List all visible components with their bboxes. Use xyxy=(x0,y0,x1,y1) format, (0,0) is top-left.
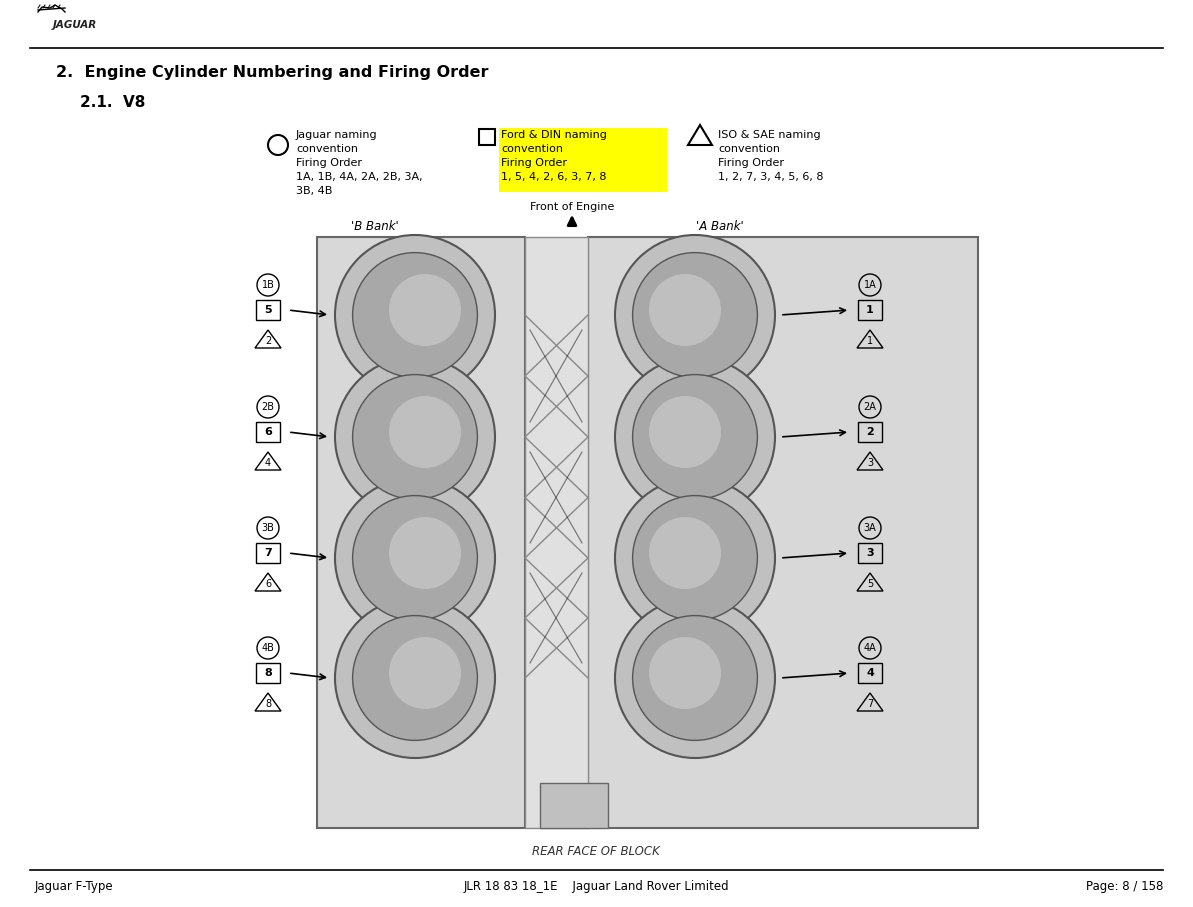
Circle shape xyxy=(632,616,758,740)
Text: 2: 2 xyxy=(265,336,271,346)
Bar xyxy=(858,422,882,442)
Bar xyxy=(525,237,588,828)
Text: 2B: 2B xyxy=(261,402,274,412)
Text: 4A: 4A xyxy=(864,643,877,653)
Bar xyxy=(317,237,525,828)
Text: JAGUAR: JAGUAR xyxy=(52,20,97,30)
Circle shape xyxy=(335,357,495,517)
Text: JLR 18 83 18_1E    Jaguar Land Rover Limited: JLR 18 83 18_1E Jaguar Land Rover Limite… xyxy=(463,880,729,893)
Text: 8: 8 xyxy=(265,699,271,709)
Circle shape xyxy=(335,478,495,638)
Text: 2A: 2A xyxy=(864,402,877,412)
Circle shape xyxy=(389,517,460,589)
Circle shape xyxy=(389,637,460,709)
Circle shape xyxy=(389,274,460,346)
Text: 1: 1 xyxy=(866,305,874,315)
Text: 6: 6 xyxy=(265,579,271,589)
Bar xyxy=(588,237,978,828)
Circle shape xyxy=(632,375,758,500)
Bar xyxy=(858,543,882,563)
Text: Front of Engine: Front of Engine xyxy=(530,202,614,212)
Text: 8: 8 xyxy=(264,668,272,678)
Text: 3A: 3A xyxy=(864,523,877,533)
Text: REAR FACE OF BLOCK: REAR FACE OF BLOCK xyxy=(532,845,660,858)
Bar xyxy=(256,300,280,320)
Circle shape xyxy=(649,517,721,589)
Bar xyxy=(858,663,882,683)
Bar xyxy=(256,663,280,683)
Circle shape xyxy=(616,235,775,395)
Circle shape xyxy=(389,396,460,468)
Text: 1: 1 xyxy=(867,336,873,346)
Text: 4B: 4B xyxy=(261,643,274,653)
Text: 'A Bank': 'A Bank' xyxy=(697,220,744,233)
Text: Jaguar naming
convention
Firing Order
1A, 1B, 4A, 2A, 2B, 3A,
3B, 4B: Jaguar naming convention Firing Order 1A… xyxy=(296,130,422,196)
Circle shape xyxy=(649,637,721,709)
Circle shape xyxy=(335,598,495,758)
Text: 3: 3 xyxy=(866,548,873,558)
Circle shape xyxy=(353,253,477,377)
Bar xyxy=(540,783,608,828)
Circle shape xyxy=(616,357,775,517)
Text: 6: 6 xyxy=(264,427,272,437)
Circle shape xyxy=(335,235,495,395)
FancyArrowPatch shape xyxy=(568,218,576,226)
Text: 4: 4 xyxy=(866,668,874,678)
Text: ISO & SAE naming
convention
Firing Order
1, 2, 7, 3, 4, 5, 6, 8: ISO & SAE naming convention Firing Order… xyxy=(718,130,823,182)
Circle shape xyxy=(616,598,775,758)
Bar xyxy=(256,543,280,563)
Text: 2.  Engine Cylinder Numbering and Firing Order: 2. Engine Cylinder Numbering and Firing … xyxy=(56,65,488,80)
Circle shape xyxy=(649,396,721,468)
Circle shape xyxy=(632,253,758,377)
Text: Page: 8 / 158: Page: 8 / 158 xyxy=(1086,880,1163,893)
Bar xyxy=(480,129,495,145)
Bar xyxy=(499,128,667,192)
Text: Ford & DIN naming
convention
Firing Order
1, 5, 4, 2, 6, 3, 7, 8: Ford & DIN naming convention Firing Orde… xyxy=(501,130,607,182)
Circle shape xyxy=(353,495,477,620)
Bar xyxy=(858,300,882,320)
Circle shape xyxy=(616,478,775,638)
Text: Jaguar F-Type: Jaguar F-Type xyxy=(35,880,113,893)
Text: 7: 7 xyxy=(867,699,873,709)
Text: 3: 3 xyxy=(867,458,873,468)
Text: 1A: 1A xyxy=(864,280,877,290)
Text: 3B: 3B xyxy=(261,523,274,533)
Bar xyxy=(256,422,280,442)
Circle shape xyxy=(353,375,477,500)
Circle shape xyxy=(649,274,721,346)
Text: 5: 5 xyxy=(264,305,272,315)
Text: 2: 2 xyxy=(866,427,874,437)
Text: 4: 4 xyxy=(265,458,271,468)
Text: 1B: 1B xyxy=(261,280,274,290)
Circle shape xyxy=(632,495,758,620)
Text: 2.1.  V8: 2.1. V8 xyxy=(80,95,146,110)
Text: 'B Bank': 'B Bank' xyxy=(351,220,398,233)
Circle shape xyxy=(353,616,477,740)
Text: 5: 5 xyxy=(867,579,873,589)
Text: 7: 7 xyxy=(264,548,272,558)
